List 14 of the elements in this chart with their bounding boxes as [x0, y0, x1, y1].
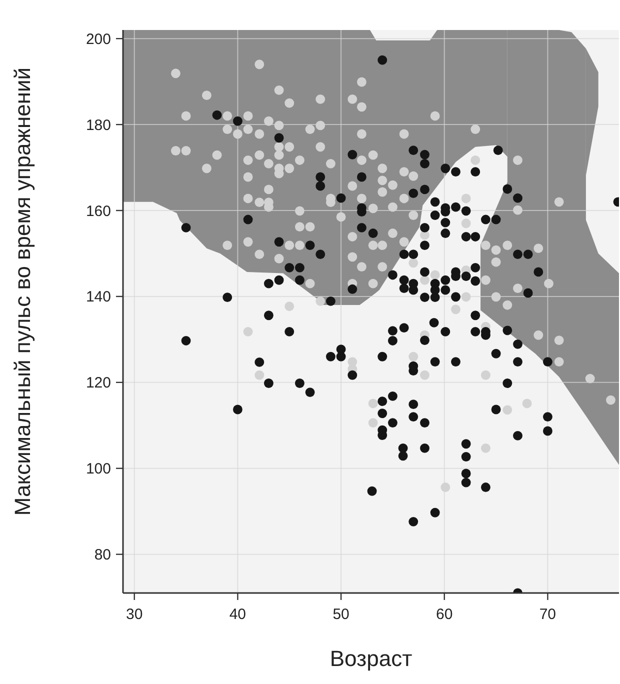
- x-axis-title: Возраст: [330, 646, 412, 671]
- x-tick-label: 50: [332, 606, 350, 623]
- y-tick-label: 200: [86, 30, 111, 48]
- y-tick-label: 160: [86, 202, 111, 220]
- x-tick-label: 30: [126, 606, 143, 623]
- y-axis-title: Максимальный пульс во время упражнений: [10, 67, 35, 516]
- y-tick-label: 120: [86, 374, 111, 392]
- y-tick-label: 180: [86, 116, 111, 134]
- x-tick-label: 40: [229, 606, 246, 623]
- y-tick-label: 140: [86, 288, 111, 306]
- x-tick-label: 60: [436, 606, 453, 623]
- y-tick-label: 80: [94, 546, 111, 564]
- y-tick-label: 100: [86, 460, 111, 478]
- x-tick-label: 70: [539, 606, 556, 623]
